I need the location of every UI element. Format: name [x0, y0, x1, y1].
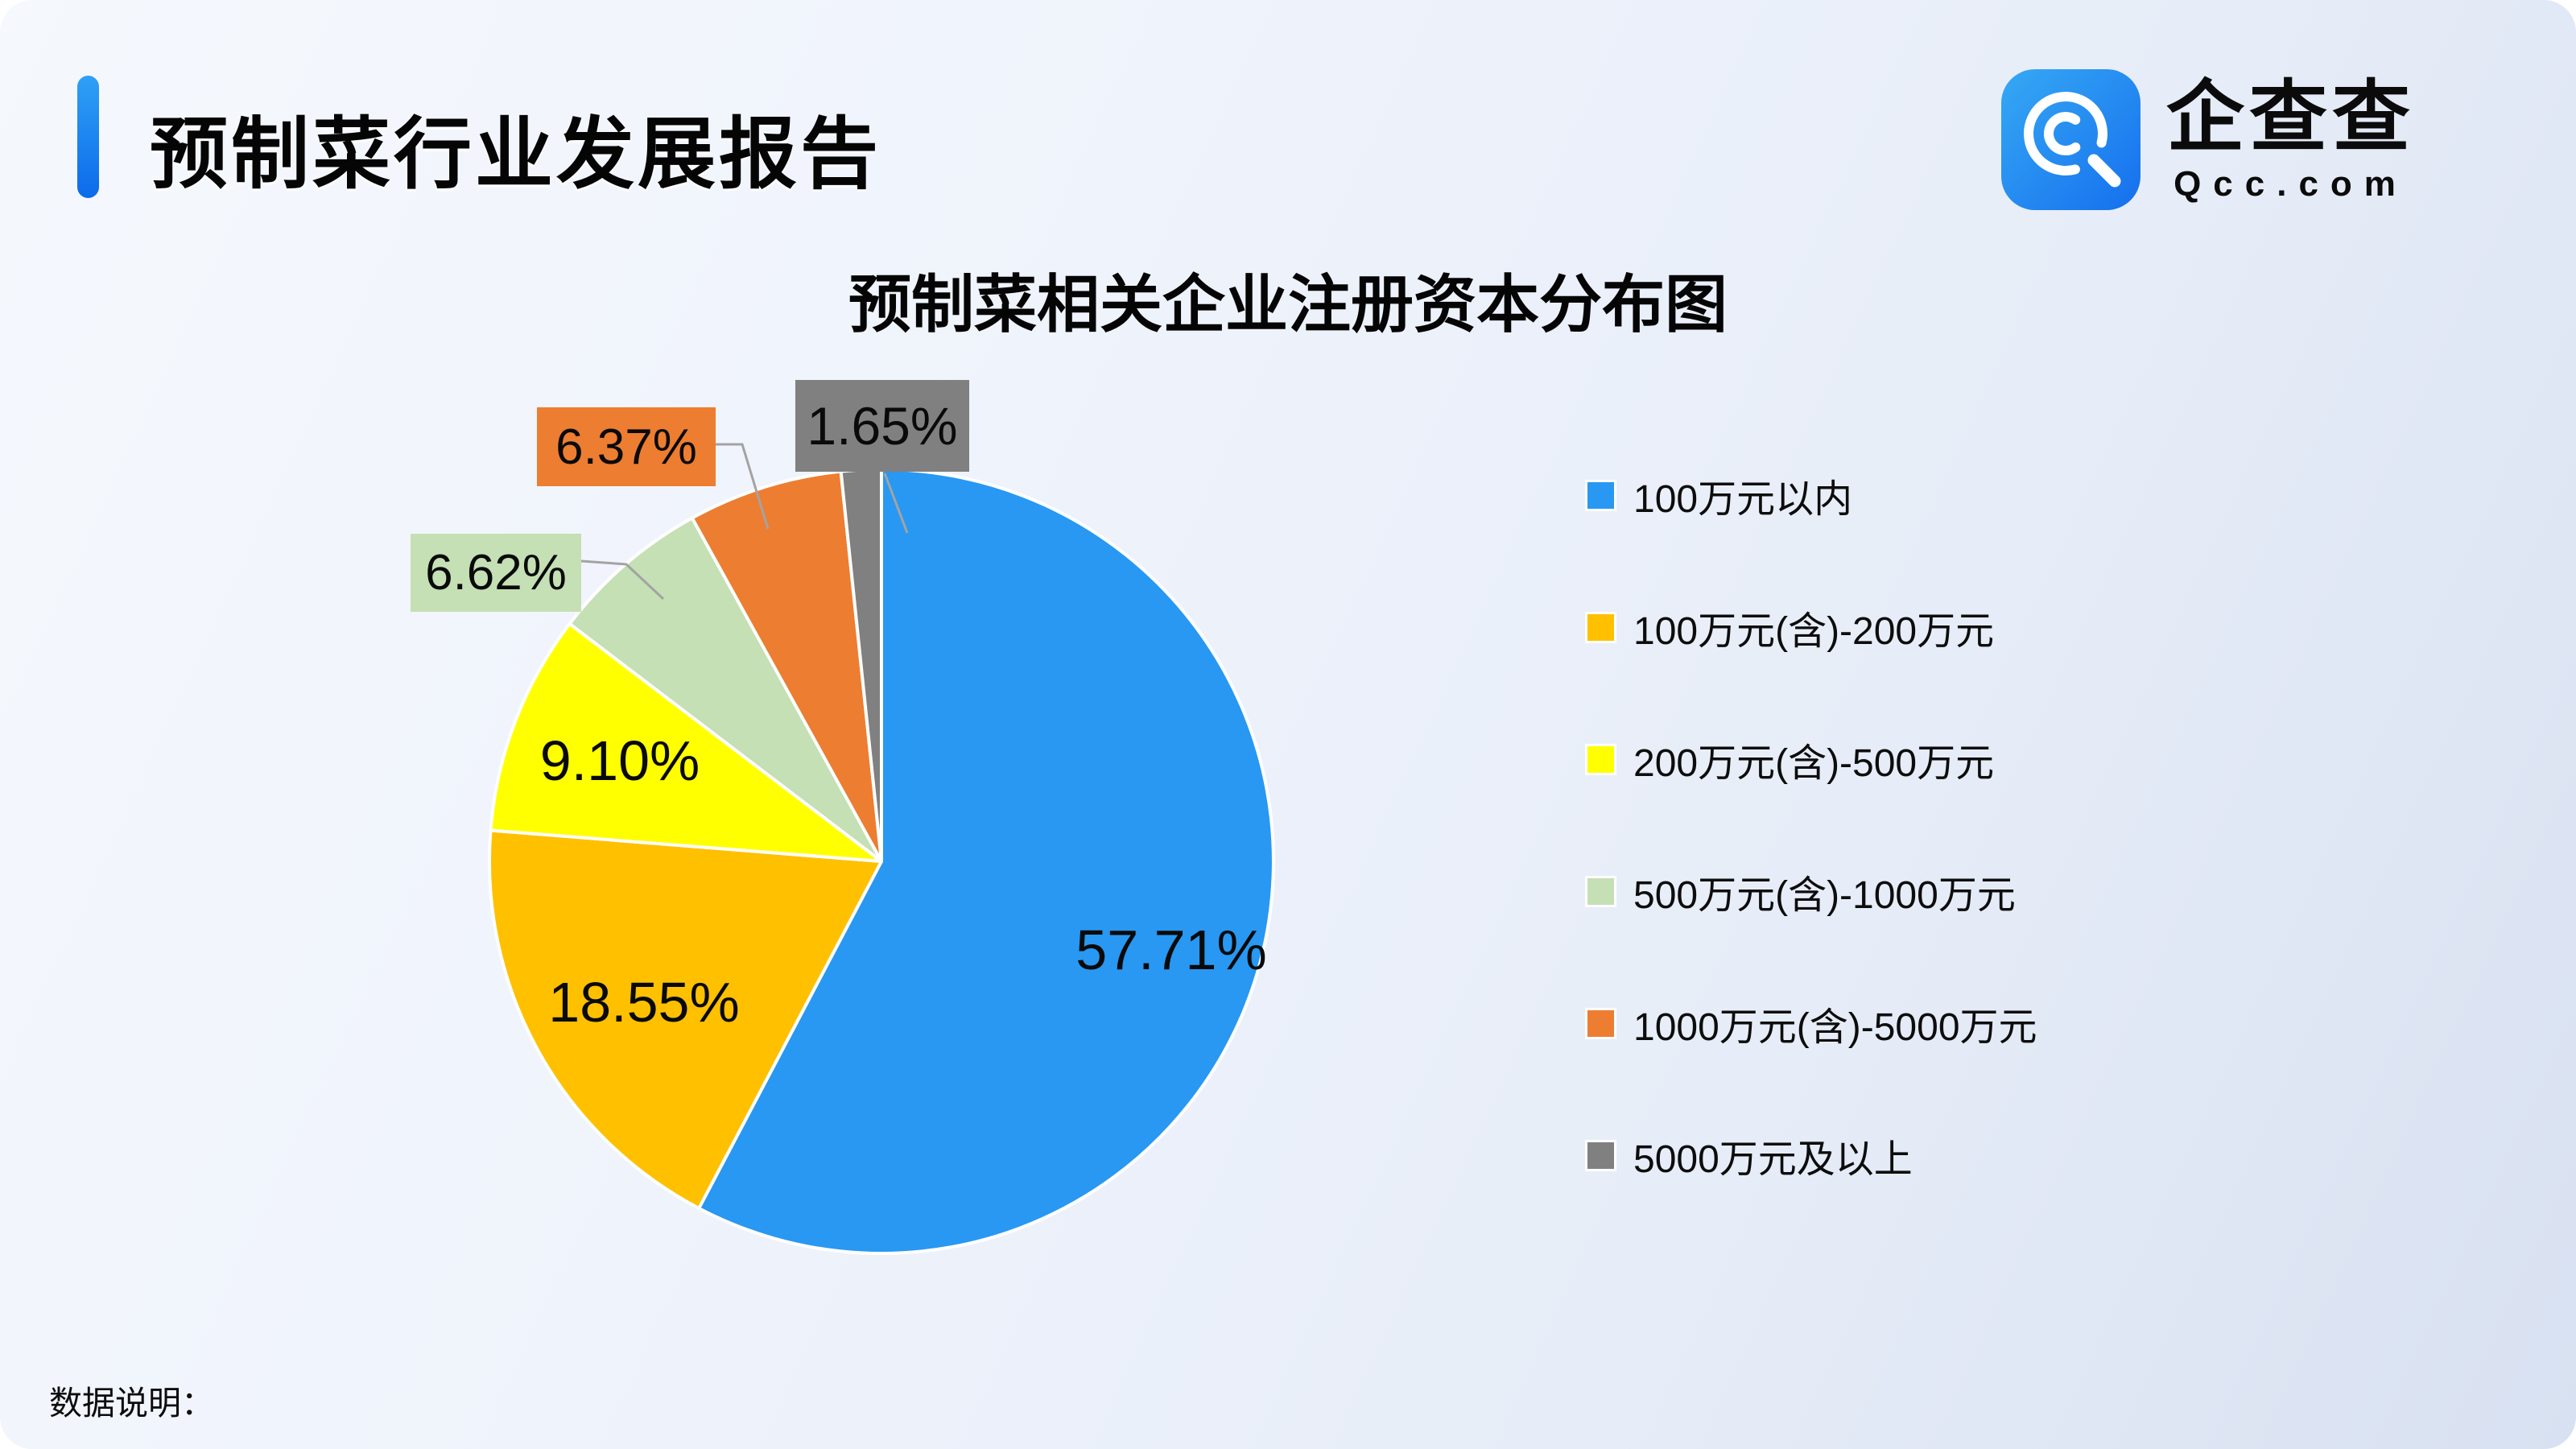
pie-label-callout: 6.37% [537, 407, 716, 486]
legend-label: 5000万元及以上 [1633, 1138, 1913, 1181]
legend-label: 200万元(含)-500万元 [1633, 742, 1995, 785]
legend-swatch [1587, 481, 1614, 509]
pie-label-inside: 18.55% [548, 971, 740, 1034]
title-accent-bar [77, 76, 99, 198]
legend-swatch [1587, 1141, 1614, 1169]
legend-label: 1000万元(含)-5000万元 [1633, 1006, 2037, 1049]
pie-label-callout: 1.65% [795, 380, 969, 472]
logo-brand: 企查查 [2166, 73, 2415, 162]
legend-item: 5000万元及以上 [1587, 1135, 2037, 1181]
logo-text: 企查查 Qcc.com [2166, 73, 2415, 204]
data-notes: 数据说明： 1.仅统计企业名称、经营范围、品牌产品名称包含关键词“预制菜、预制食… [49, 1234, 1353, 1449]
logo-domain: Qcc.com [2174, 163, 2408, 204]
legend-swatch [1587, 745, 1614, 773]
pie-label-inside: 9.10% [539, 729, 700, 792]
legend-label: 100万元(含)-200万元 [1633, 610, 1995, 653]
legend-label: 100万元以内 [1633, 478, 1853, 521]
legend-swatch [1587, 1009, 1614, 1037]
pie-chart [487, 467, 1275, 1255]
qcc-magnifier-icon [2001, 69, 2140, 210]
legend-label: 500万元(含)-1000万元 [1633, 874, 2016, 917]
pie-slice [697, 468, 1275, 1255]
pie-label-callout: 6.62% [411, 534, 581, 612]
chart-title: 预制菜相关企业注册资本分布图 [848, 269, 1728, 340]
page-title: 预制菜行业发展报告 [150, 110, 881, 198]
pie-slice [487, 828, 883, 1210]
legend-item: 200万元(含)-500万元 [1587, 739, 2037, 785]
legend-item: 1000万元(含)-5000万元 [1587, 1003, 2037, 1049]
legend-item: 100万元(含)-200万元 [1587, 607, 2037, 653]
pie-slice [489, 621, 883, 863]
notes-heading: 数据说明： [49, 1385, 214, 1422]
legend-swatch [1587, 613, 1614, 641]
legend-swatch [1587, 877, 1614, 905]
chart-legend: 100万元以内 100万元(含)-200万元 200万元(含)-500万元 50… [1587, 475, 2037, 1267]
legend-item: 100万元以内 [1587, 475, 2037, 521]
pie-label-inside: 57.71% [1075, 919, 1267, 981]
legend-item: 500万元(含)-1000万元 [1587, 871, 2037, 917]
qcc-logo: 企查查 Qcc.com [2001, 69, 2415, 210]
